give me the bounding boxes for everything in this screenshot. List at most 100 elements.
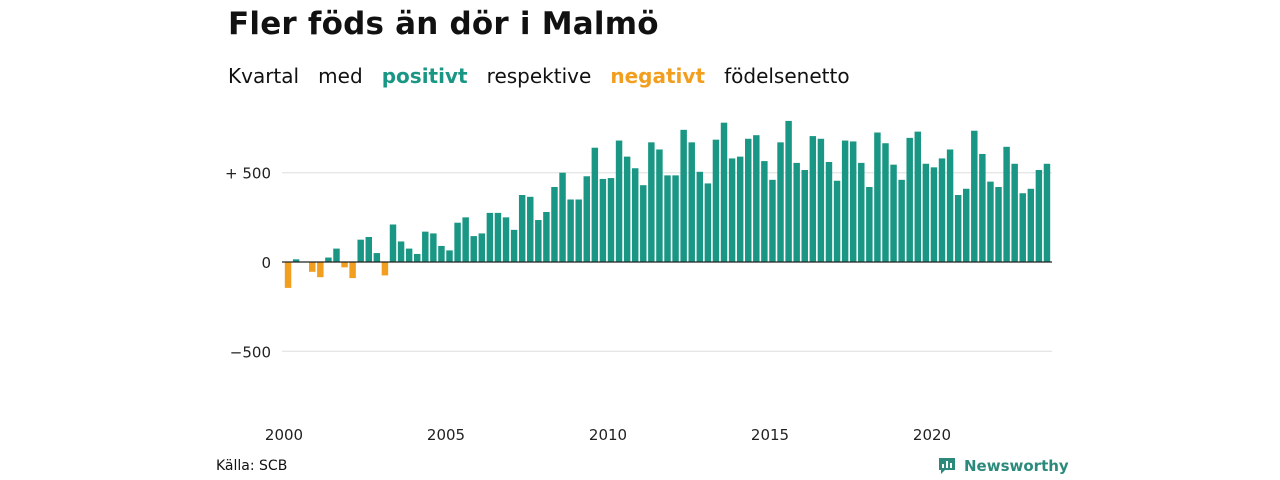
x-tick-label: 2015: [751, 426, 789, 444]
axis-layer: + 500 0 −500 2000 2005 2010 2015 2020: [225, 165, 1052, 444]
bar: [309, 262, 316, 272]
bar: [736, 156, 744, 262]
chart-title: Fler föds än dör i Malmö: [228, 6, 659, 42]
bar: [631, 168, 639, 263]
bar: [817, 138, 825, 262]
x-tick-label: 2020: [913, 426, 951, 444]
bar: [543, 211, 550, 262]
bar: [373, 253, 381, 262]
bar: [874, 132, 881, 262]
bar: [882, 143, 889, 262]
bar: [728, 158, 736, 262]
y-tick-label: + 500: [225, 165, 271, 183]
x-tick-label: 2005: [427, 426, 465, 444]
bar: [938, 158, 946, 262]
bar: [333, 248, 340, 262]
bar: [551, 186, 558, 262]
y-tick-label: 0: [261, 254, 271, 272]
bar: [995, 186, 1002, 262]
bar: [599, 178, 607, 262]
newsworthy-logo[interactable]: Newsworthy: [937, 456, 1069, 476]
bar: [292, 259, 300, 262]
bar: [1043, 163, 1051, 262]
bar: [640, 185, 647, 262]
bar: [696, 171, 704, 262]
bar: [979, 153, 986, 262]
bar: [680, 129, 687, 262]
bar: [688, 142, 695, 262]
bar: [462, 217, 469, 262]
bar: [446, 250, 453, 262]
bar: [793, 162, 800, 262]
bar: [712, 139, 720, 262]
bar: [987, 181, 994, 262]
bar: [325, 257, 332, 262]
bar: [317, 262, 324, 278]
bar: [1019, 193, 1026, 262]
bar: [583, 176, 590, 262]
subtitle-word-fodelsenetto: födelsenetto: [724, 64, 850, 88]
subtitle-negative-label: negativt: [610, 64, 706, 88]
bar: [890, 164, 897, 262]
bar: [841, 140, 849, 262]
subtitle-word-kvartal: Kvartal: [228, 64, 300, 88]
source-note: Källa: SCB: [216, 458, 288, 474]
bar: [1035, 170, 1043, 262]
bar: [575, 199, 582, 262]
bar: [567, 199, 574, 262]
bar: [906, 137, 913, 262]
bar: [971, 130, 978, 262]
bar: [535, 220, 542, 262]
bar: [866, 186, 873, 262]
y-tick-label: −500: [230, 343, 271, 361]
bar: [518, 195, 526, 262]
bar: [898, 179, 905, 262]
newsworthy-logo-icon: [939, 458, 955, 474]
bar: [494, 212, 502, 262]
subtitle-positive-label: positivt: [381, 64, 468, 88]
bar: [761, 161, 768, 262]
bar: [486, 212, 494, 262]
bar: [858, 162, 865, 262]
bar: [510, 229, 518, 262]
bar: [478, 233, 486, 262]
bar: [381, 262, 389, 276]
bar: [946, 149, 954, 262]
bar: [349, 262, 356, 279]
bar: [1011, 163, 1018, 262]
bar: [422, 231, 429, 262]
bar: [591, 147, 599, 262]
bar: [833, 180, 841, 262]
bar: [704, 183, 712, 262]
x-tick-label: 2010: [589, 426, 627, 444]
bar: [954, 195, 962, 262]
subtitle-word-med: med: [318, 64, 363, 88]
bar: [623, 156, 631, 262]
bar: [1027, 188, 1035, 262]
bar: [454, 222, 461, 262]
bar: [825, 161, 833, 262]
bar: [777, 142, 784, 262]
bar: [801, 170, 808, 262]
bar: [753, 135, 760, 262]
x-tick-label: 2000: [265, 426, 303, 444]
bar: [413, 253, 421, 262]
bar: [284, 262, 292, 288]
bar: [930, 167, 938, 262]
bar: [502, 217, 510, 262]
bar: [745, 138, 752, 262]
bar: [341, 262, 348, 268]
bar: [438, 245, 445, 262]
bar: [470, 236, 477, 262]
bar: [769, 179, 776, 262]
bar: [922, 163, 930, 262]
bar: [615, 140, 623, 262]
chart-subtitle: Kvartal med positivt respektive negativt…: [228, 64, 850, 88]
bar: [672, 175, 679, 262]
newsworthy-logo-text: Newsworthy: [964, 457, 1069, 475]
bar: [849, 141, 857, 262]
bar: [664, 175, 671, 262]
bar: [527, 196, 534, 262]
bar: [357, 239, 364, 263]
